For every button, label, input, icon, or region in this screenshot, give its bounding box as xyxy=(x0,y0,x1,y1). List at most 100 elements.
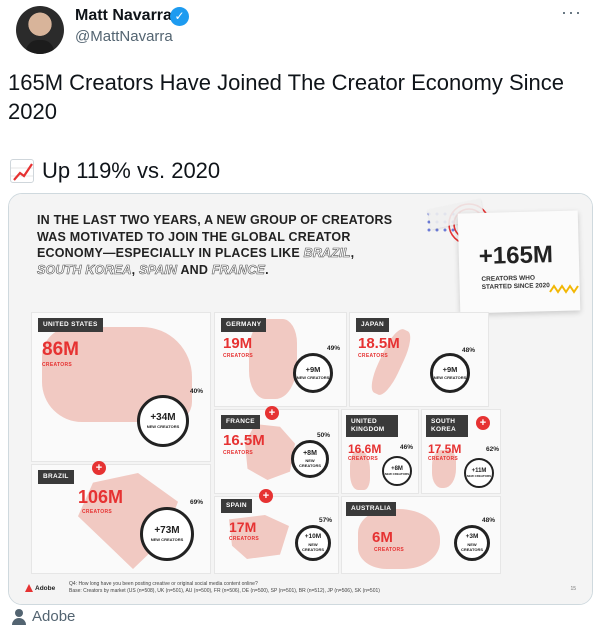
new-creators-label: NEW CREATORS xyxy=(296,374,330,380)
tweet-stat-line: Up 119% vs. 2020 xyxy=(10,158,220,184)
new-creators-donut: +73M NEW CREATORS xyxy=(140,507,194,561)
callout-value: +165M xyxy=(478,241,554,271)
map-south-korea xyxy=(432,450,456,488)
creators-total: 6M xyxy=(372,529,393,546)
author-handle[interactable]: @MattNavarra xyxy=(75,28,173,45)
creators-total: 18.5M xyxy=(358,335,400,352)
creators-total: 16.6M xyxy=(348,442,382,456)
footnote-base: Base: Creators by market (US (n=508), UK… xyxy=(69,588,380,594)
new-creators-percent: 62% xyxy=(486,446,500,453)
new-creators-value: +9M xyxy=(305,365,321,375)
map-australia xyxy=(358,509,440,569)
attribution-label: Adobe xyxy=(32,608,76,625)
country-tile-spain: SPAIN + 17M CREATORS 57% +10M NEW CREATO… xyxy=(214,489,339,574)
infographic-headline: IN THE LAST TWO YEARS, A NEW GROUP OF CR… xyxy=(37,213,393,277)
headline-place-south-korea: SOUTH KOREA xyxy=(37,262,132,277)
infographic: IN THE LAST TWO YEARS, A NEW GROUP OF CR… xyxy=(9,194,592,604)
new-creators-value: +3M xyxy=(465,533,479,541)
creators-total-label: CREATORS xyxy=(223,450,253,456)
new-creators-percent: 49% xyxy=(327,345,341,352)
brand-label: Adobe xyxy=(35,584,56,592)
creators-total: 86M xyxy=(42,339,79,360)
new-creators-donut: +11M NEW CREATORS xyxy=(464,458,494,488)
decorative-squiggle-icon xyxy=(549,284,579,294)
growth-highlight-icon: + xyxy=(92,461,106,475)
person-icon xyxy=(12,608,26,625)
creators-total-label: CREATORS xyxy=(82,509,112,515)
new-creators-label: NEW CREATORS xyxy=(433,374,467,380)
new-creators-value: +8M xyxy=(303,450,317,457)
country-tile-brazil: BRAZIL + 106M CREATORS 69% +73M NEW CREA… xyxy=(31,461,211,574)
country-tile-japan: JAPAN 18.5M CREATORS 48% +9M NEW CREATOR… xyxy=(349,312,489,407)
adobe-logo-icon: Adobe xyxy=(25,584,55,592)
map-united-kingdom xyxy=(350,450,370,490)
growth-highlight-icon: + xyxy=(259,489,273,503)
creators-total-label: CREATORS xyxy=(348,456,378,462)
new-creators-donut: +10M NEW CREATORS xyxy=(295,525,331,561)
creators-total-label: CREATORS xyxy=(374,547,404,553)
more-options-icon[interactable]: ··· xyxy=(561,2,582,22)
country-tag: SPAIN xyxy=(221,499,252,513)
author-display-name[interactable]: Matt Navarra xyxy=(75,7,172,24)
tweet-text: 165M Creators Have Joined The Creator Ec… xyxy=(8,70,564,124)
new-creators-value: +34M xyxy=(150,412,176,423)
creators-total-label: CREATORS xyxy=(42,362,72,368)
verified-badge-icon: ✓ xyxy=(170,7,189,26)
new-creators-label: NEW CREATORS xyxy=(460,541,484,552)
country-tag: AUSTRALIA xyxy=(346,502,397,516)
country-tag: GERMANY xyxy=(221,318,267,332)
growth-highlight-icon: + xyxy=(265,406,279,420)
country-tag: BRAZIL xyxy=(38,470,74,484)
new-creators-donut: +8M NEW CREATORS xyxy=(291,440,329,478)
country-tile-germany: GERMANY 19M CREATORS 49% +9M NEW CREATOR… xyxy=(214,312,347,407)
new-creators-label: NEW CREATORS xyxy=(301,541,325,552)
new-creators-donut: +8M NEW CREATORS xyxy=(382,456,412,486)
country-tag: JAPAN xyxy=(356,318,390,332)
new-creators-label: NEW CREATORS xyxy=(150,537,184,542)
media-attribution[interactable]: Adobe xyxy=(12,608,75,625)
growth-highlight-icon: + xyxy=(476,416,490,430)
creators-total: 17.5M xyxy=(428,442,462,456)
new-creators-value: +73M xyxy=(154,525,180,536)
creators-total-label: CREATORS xyxy=(428,456,458,462)
new-creators-donut: +34M NEW CREATORS xyxy=(137,395,189,447)
country-tile-south-korea: SOUTH KOREA + 17.5M CREATORS 62% +11M NE… xyxy=(421,409,501,494)
creators-total: 16.5M xyxy=(223,432,265,449)
new-creators-percent: 57% xyxy=(319,517,333,524)
headline-place-spain: SPAIN xyxy=(138,262,178,277)
chart-increasing-icon xyxy=(10,159,34,183)
callout-note: +165M CREATORS WHO STARTED SINCE 2020 xyxy=(457,210,581,314)
new-creators-percent: 40% xyxy=(190,388,204,395)
creators-total-label: CREATORS xyxy=(358,353,388,359)
survey-footnote: Q4: How long have you been posting creat… xyxy=(69,581,449,595)
country-tag: SOUTH KOREA xyxy=(426,415,468,437)
new-creators-percent: 50% xyxy=(317,432,331,439)
headline-and: AND xyxy=(180,262,209,277)
media-card[interactable]: IN THE LAST TWO YEARS, A NEW GROUP OF CR… xyxy=(8,193,593,605)
headline-main-text: IN THE LAST TWO YEARS, A NEW GROUP OF CR… xyxy=(37,213,393,260)
creators-total: 106M xyxy=(78,487,124,507)
country-tag: FRANCE xyxy=(221,415,260,429)
country-tile-united-states: UNITED STATES 86M CREATORS 40% +34M NEW … xyxy=(31,312,211,462)
new-creators-percent: 69% xyxy=(190,499,204,506)
new-creators-donut: +3M NEW CREATORS xyxy=(454,525,490,561)
new-creators-label: NEW CREATORS xyxy=(384,471,410,476)
new-creators-donut: +9M NEW CREATORS xyxy=(293,353,333,393)
new-creators-label: NEW CREATORS xyxy=(298,458,322,468)
country-tile-france: FRANCE + 16.5M CREATORS 50% +8M NEW CREA… xyxy=(214,406,339,494)
creators-total-label: CREATORS xyxy=(229,536,259,542)
page-number: 15 xyxy=(570,586,576,592)
footnote-question: Q4: How long have you been posting creat… xyxy=(69,581,258,587)
headline-place-france: FRANCE xyxy=(211,262,266,277)
new-creators-value: +9M xyxy=(442,365,458,375)
country-tag: UNITED STATES xyxy=(38,318,103,332)
author-avatar[interactable] xyxy=(16,6,64,54)
country-tile-australia: AUSTRALIA 6M CREATORS 48% +3M NEW CREATO… xyxy=(341,496,501,574)
map-spain xyxy=(229,515,289,559)
new-creators-label: NEW CREATORS xyxy=(146,424,180,429)
tweet-stat-text: Up 119% vs. 2020 xyxy=(42,158,221,183)
creators-total: 17M xyxy=(229,519,257,535)
new-creators-percent: 48% xyxy=(462,347,476,354)
headline-place-brazil: BRAZIL xyxy=(303,246,351,261)
map-germany xyxy=(249,319,297,399)
